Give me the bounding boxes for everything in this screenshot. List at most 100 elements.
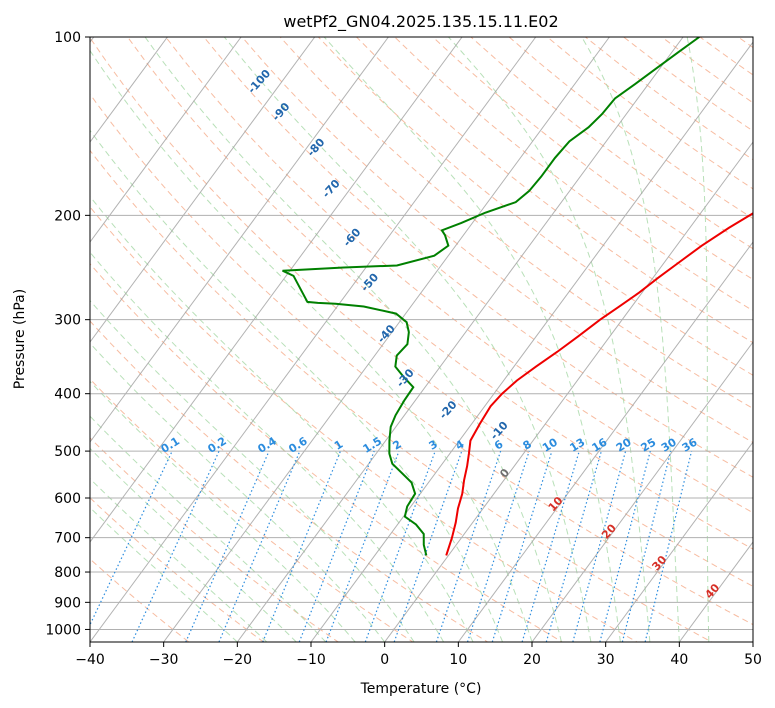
mixing-ratio-label: 0.4 <box>255 434 279 456</box>
mixing-ratio-label: 8 <box>521 438 534 453</box>
x-tick-label: −40 <box>75 652 105 668</box>
dry-adiabat-line <box>738 10 775 654</box>
moist-adiabat-line <box>323 37 621 642</box>
mixing-ratio-line <box>364 450 436 642</box>
isotherm-line <box>90 37 168 143</box>
y-axis-title: Pressure (hPa) <box>12 289 28 389</box>
x-tick-label: 30 <box>597 652 615 668</box>
moist-adiabat-line <box>90 415 327 642</box>
x-tick-label: 40 <box>670 652 688 668</box>
mixing-ratio-line <box>644 450 693 642</box>
y-tick-label: 900 <box>54 595 81 611</box>
mixing-ratio-label: 2 <box>390 438 403 453</box>
dry-adiabat-label: 10 <box>546 494 566 514</box>
y-tick-label: 300 <box>54 313 81 329</box>
mixing-ratio-label: 1 <box>332 438 345 453</box>
moist-adiabat-line <box>686 37 710 642</box>
dry-adiabat-label: -40 <box>375 322 398 346</box>
dry-adiabat-line <box>203 37 753 478</box>
isotherm-line <box>90 37 389 443</box>
mixing-ratio-line <box>545 450 602 642</box>
grid-layer <box>90 10 775 654</box>
moist-adiabat-line <box>144 37 562 642</box>
isotherm-line <box>531 341 753 642</box>
series-layer <box>282 37 753 556</box>
x-tick-label: 0 <box>380 652 389 668</box>
mixing-ratio-label: 0.2 <box>205 434 228 455</box>
dry-adiabat-line <box>432 37 753 281</box>
dry-adiabat-line <box>90 37 753 587</box>
mixing-ratio-label: 10 <box>540 435 560 454</box>
mixing-ratio-label: 30 <box>659 435 679 454</box>
mixing-ratio-label: 25 <box>639 436 659 455</box>
dry-adiabat-line <box>90 93 753 626</box>
isotherm-line <box>90 37 242 243</box>
moist-adiabat-line <box>90 342 386 642</box>
mixing-ratio-line <box>466 450 530 642</box>
dry-adiabat-label: 20 <box>599 521 619 541</box>
x-axis-title: Temperature (°C) <box>360 681 482 697</box>
moist-adiabat-line <box>90 299 415 642</box>
mixing-ratio-label: 1.5 <box>361 434 384 455</box>
isotherm-line <box>90 37 316 343</box>
dry-adiabat-label: -20 <box>437 398 460 422</box>
moist-adiabat-line <box>223 37 592 642</box>
dry-adiabat-line <box>699 37 753 76</box>
moist-adiabat-line <box>90 380 356 642</box>
dry-adiabat-line <box>737 37 753 49</box>
isotherm-line <box>605 441 753 642</box>
isotherm-line <box>236 37 684 642</box>
dry-adiabat-label: -80 <box>305 135 328 159</box>
mixing-ratio-line <box>185 450 270 642</box>
isotherm-line <box>163 37 610 642</box>
mixing-ratio-line <box>90 450 173 627</box>
mixing-ratio-line <box>491 450 553 642</box>
moist-adiabat-line <box>581 37 680 642</box>
dry-adiabat-line <box>90 262 564 642</box>
mixing-ratio-line <box>131 450 220 642</box>
x-tick-label: 20 <box>523 652 541 668</box>
dry-adiabat-line <box>90 149 713 642</box>
moist-adiabat-line <box>90 195 474 642</box>
mixing-ratio-line <box>262 450 342 642</box>
isotherm-line <box>310 41 753 642</box>
mixing-ratio-label: 36 <box>680 435 700 454</box>
moist-adiabat-line <box>90 129 503 642</box>
dry-adiabat-line <box>90 320 489 642</box>
x-tick-label: 10 <box>449 652 467 668</box>
mixing-ratio-line <box>435 450 502 642</box>
isotherm-line <box>678 541 753 642</box>
dry-adiabat-label: -70 <box>320 177 343 201</box>
y-tick-label: 700 <box>54 531 81 547</box>
temperature-profile-line <box>445 212 753 556</box>
chart-title: wetPf2_GN04.2025.135.15.11.E02 <box>283 12 558 32</box>
moist-adiabat-line <box>90 506 238 642</box>
mixing-ratio-line <box>572 450 627 642</box>
isotherm-line <box>752 641 753 642</box>
dry-adiabat-line <box>90 437 340 642</box>
y-tick-label: 500 <box>54 444 81 460</box>
x-tick-label: −10 <box>296 652 326 668</box>
y-tick-label: 600 <box>54 491 81 507</box>
axis-layer: −40 −30 −20 −10 0 10 20 30 40 5010020030040050060… <box>45 30 762 668</box>
dry-adiabat-label: -100 <box>245 67 273 96</box>
isotherm-line <box>90 37 463 543</box>
x-tick-label: 50 <box>744 652 762 668</box>
isotherm-line <box>384 141 753 642</box>
moist-adiabat-line <box>90 447 297 642</box>
x-tick-label: −20 <box>223 652 253 668</box>
mixing-ratio-label: 0.1 <box>159 434 182 455</box>
isotherm-line <box>457 241 753 642</box>
isotherm-line <box>90 37 537 642</box>
mixing-ratio-line <box>393 450 463 642</box>
mixing-ratio-line <box>521 450 580 642</box>
dry-adiabat-line <box>317 37 753 376</box>
y-tick-label: 1000 <box>45 622 81 638</box>
y-tick-label: 800 <box>54 565 81 581</box>
dry-adiabat-line <box>393 37 753 312</box>
dewpoint-profile-line <box>282 37 700 556</box>
dry-adiabat-line <box>165 37 753 514</box>
mixing-ratio-line <box>621 450 672 642</box>
y-tick-label: 400 <box>54 387 81 403</box>
